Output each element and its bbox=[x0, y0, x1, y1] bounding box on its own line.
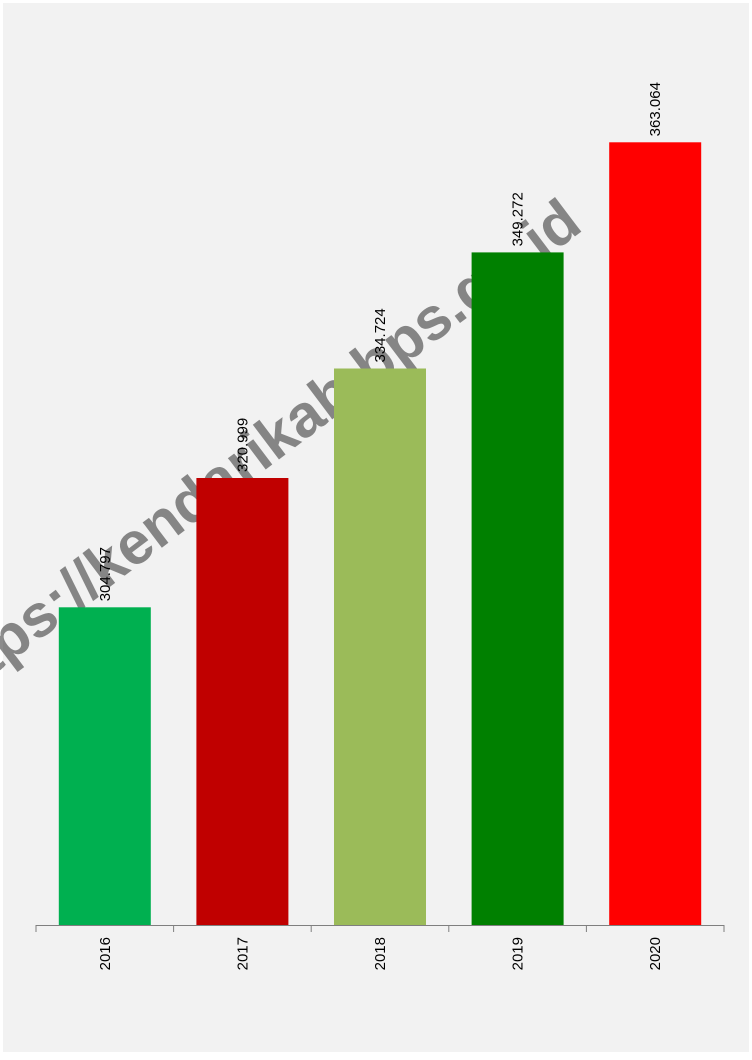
bar-2019 bbox=[471, 252, 564, 925]
bar-2020 bbox=[609, 142, 702, 926]
bar-2017 bbox=[196, 478, 289, 925]
x-tick-label-2017: 2017 bbox=[234, 937, 251, 970]
x-tick-label-2018: 2018 bbox=[372, 937, 389, 970]
bar-2016 bbox=[58, 607, 151, 925]
data-label-2020: 363.064 bbox=[647, 82, 664, 136]
x-tick-label-2019: 2019 bbox=[510, 937, 527, 970]
x-axis: 2016 2017 2018 2019 2020 bbox=[35, 925, 725, 970]
data-labels-group: 304.797 320.999 334.724 349.272 363.064 bbox=[97, 82, 664, 601]
bar-2018 bbox=[334, 368, 426, 925]
data-label-2016: 304.797 bbox=[97, 547, 114, 601]
data-label-2018: 334.724 bbox=[372, 308, 389, 362]
bars-group bbox=[58, 142, 702, 926]
data-label-2019: 349.272 bbox=[510, 192, 527, 246]
x-tick-label-2020: 2020 bbox=[647, 937, 664, 970]
data-label-2017: 320.999 bbox=[234, 418, 251, 472]
x-tick-label-2016: 2016 bbox=[97, 937, 114, 970]
